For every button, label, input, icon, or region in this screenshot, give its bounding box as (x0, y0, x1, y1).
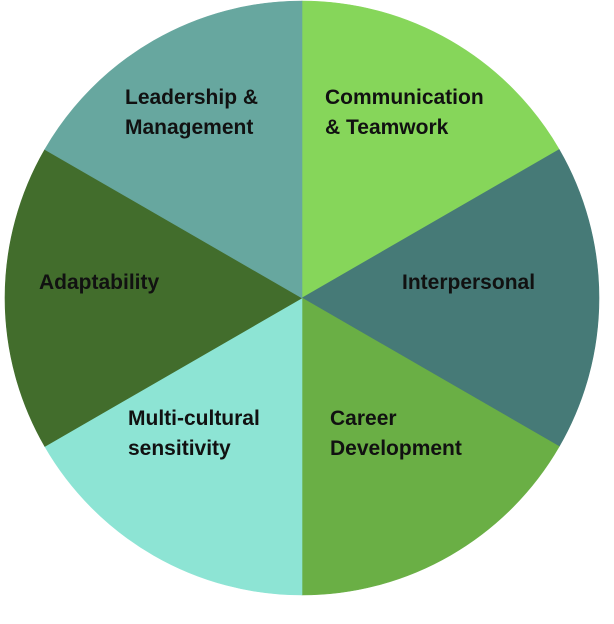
segment-adaptability (4, 149, 303, 447)
label-multicultural: Multi-cultural sensitivity (128, 407, 260, 460)
label-career: Career Development (330, 407, 462, 460)
label-communication: Communication & Teamwork (325, 86, 484, 139)
segment-interpersonal (301, 149, 600, 447)
label-leadership: Leadership & Management (125, 86, 259, 139)
segment-career (301, 297, 560, 596)
segment-leadership (44, 0, 303, 299)
label-adaptability: Adaptability (39, 271, 160, 294)
label-interpersonal: Interpersonal (402, 271, 536, 294)
segment-multicultural (44, 297, 303, 596)
segment-communication (301, 0, 560, 299)
